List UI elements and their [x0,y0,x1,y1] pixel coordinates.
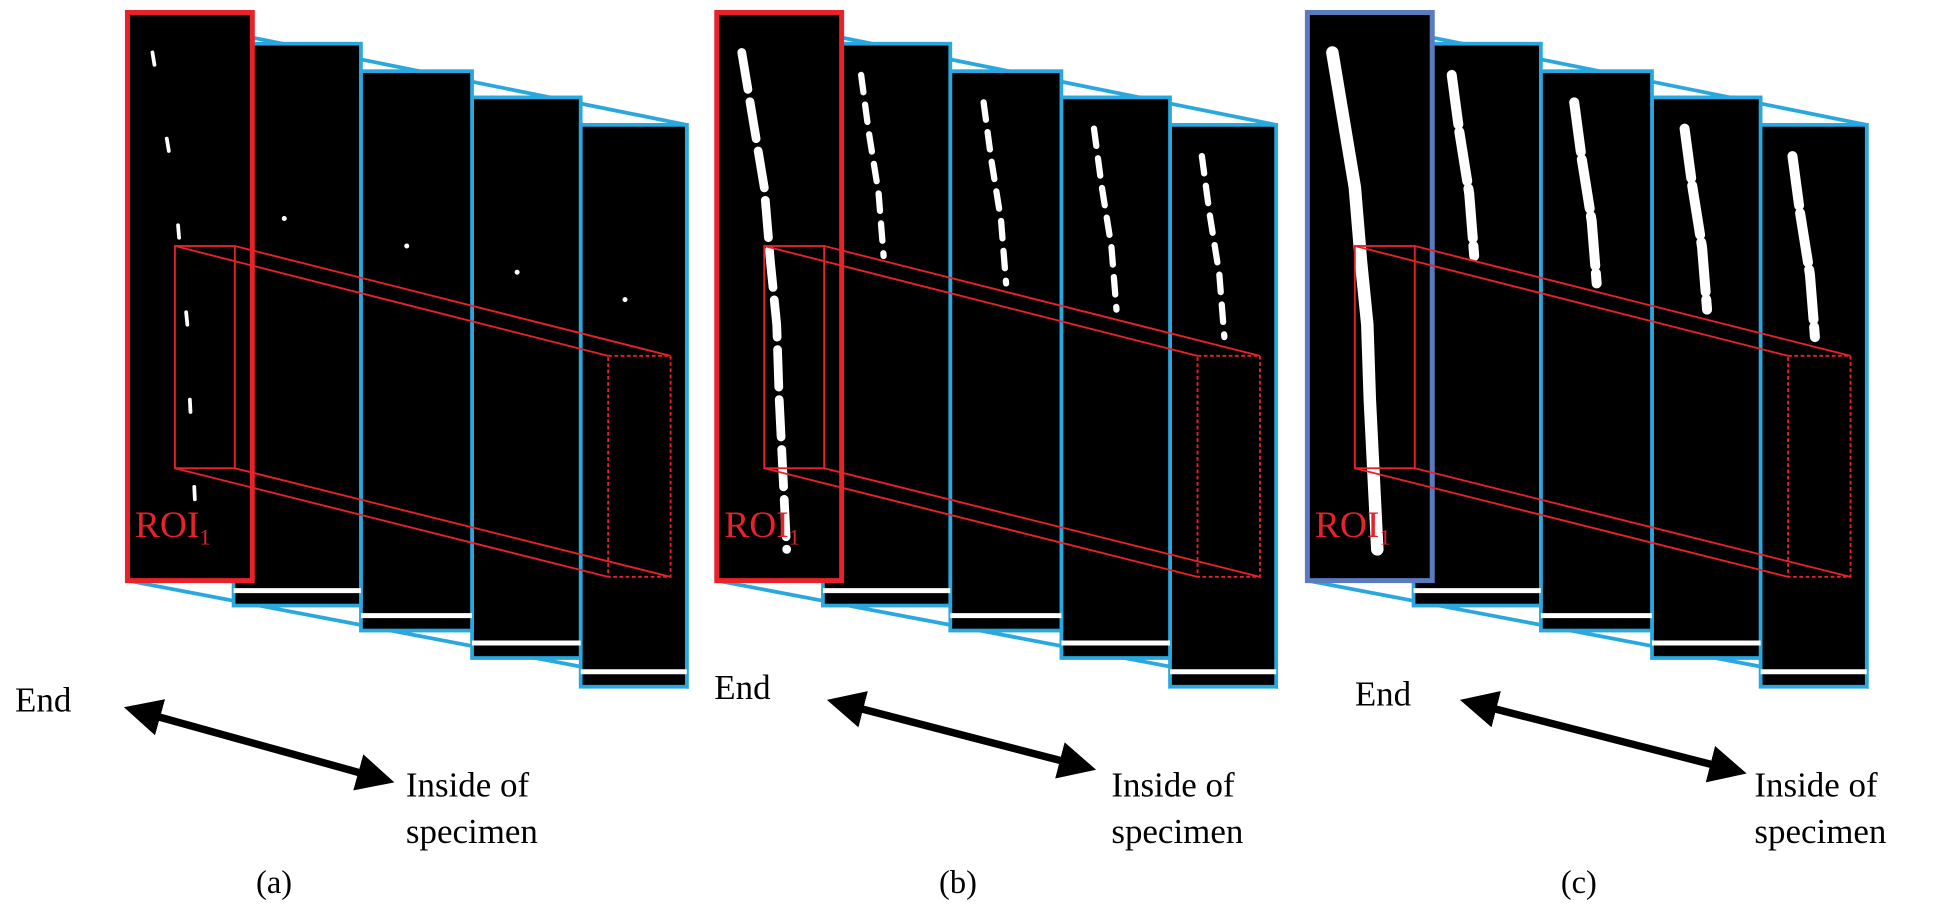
slice [950,71,1061,630]
slice [1541,71,1652,630]
caption: (b) [939,865,977,901]
direction-arrow [1467,702,1739,772]
front-slice [717,12,842,580]
slice [1061,97,1170,658]
inside-label: Inside of [406,766,530,805]
end-label: End [714,668,771,707]
roi-subscript: 1 [1379,524,1390,549]
end-label: End [15,681,72,720]
panel: ROI1 [1307,12,1866,686]
direction-arrow [131,709,387,780]
inside-label: specimen [406,812,538,851]
inside-label: Inside of [1754,766,1878,805]
direction-arrow [834,702,1089,768]
inside-label: Inside of [1111,766,1235,805]
roi-subscript: 1 [789,524,800,549]
slice [1652,97,1761,658]
panel: ROI1 [127,12,686,686]
speck [282,216,287,221]
roi-label: ROI1 [135,505,211,549]
roi-label: ROI1 [724,505,800,549]
inside-label: specimen [1754,812,1886,851]
slice [361,71,472,630]
caption: (a) [256,865,292,901]
end-label: End [1355,674,1412,713]
roi-name: ROI [135,505,199,546]
front-slice [127,12,252,580]
figure: ROI1EndInside ofspecimen(a)ROI1EndInside… [0,0,1948,904]
speck [515,270,520,275]
roi-label: ROI1 [1315,505,1391,549]
roi-subscript: 1 [199,524,210,549]
caption: (c) [1561,865,1597,901]
panel: ROI1 [717,12,1276,686]
slice [472,97,581,658]
roi-name: ROI [1315,505,1379,546]
speck [404,243,409,248]
roi-name: ROI [724,505,788,546]
speck [623,297,628,302]
inside-label: specimen [1111,812,1243,851]
